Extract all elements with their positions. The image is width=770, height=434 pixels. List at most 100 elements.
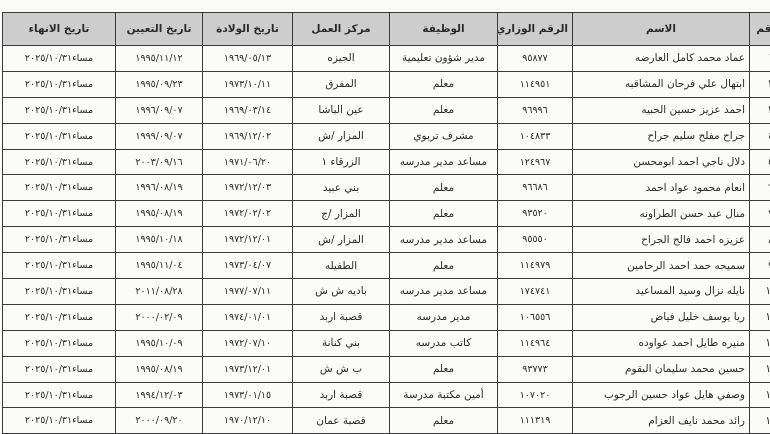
cell-ministry-number: ١١٤٩٥١ [498,71,573,97]
cell-appointment-date: ١٩٩٥/١٠/١٨ [116,227,203,253]
cell-appointment-date: ١٩٩٥/١٠/٠٩ [116,330,203,356]
header-job-title: الوظيفة [390,13,498,46]
cell-job-title: معلم [390,253,498,279]
cell-ministry-number: ١١٤٩٧٩ [498,253,573,279]
cell-job-title: مساعد مدير مدرسه [390,227,498,253]
cell-name: ابتهال علي فرحان المشاقبه [573,71,750,97]
cell-end-date: مساء٢٠٢٥/١٠/٣١ [3,408,116,434]
cell-row-number: ١٠ [750,279,770,305]
table-row: ٩سميحه حمد احمد الرحامين١١٤٩٧٩معلمالطفيل… [3,253,770,279]
cell-end-date: مساء٢٠٢٥/١٠/٣١ [3,175,116,201]
cell-end-date: مساء٢٠٢٥/١٠/٣١ [3,382,116,408]
cell-work-center: الطفيله [293,253,390,279]
cell-ministry-number: ٩٣٥٢٠ [498,201,573,227]
cell-work-center: قصبة اربد [293,382,390,408]
cell-job-title: معلم [390,356,498,382]
header-work-center: مركز العمل [293,13,390,46]
cell-work-center: المزار /ش [293,123,390,149]
cell-name: احمد عزيز حسين الحبيه [573,97,750,123]
cell-job-title: مساعد مدير مدرسه [390,279,498,305]
cell-appointment-date: ١٩٩٥/١١/٠٤ [116,253,203,279]
cell-birth-date: ١٩٦٩/٠٥/١٣ [203,46,293,72]
cell-name: دلال ناجي احمد ابومحسن [573,149,750,175]
cell-ministry-number: ٩٥٥٥٠ [498,227,573,253]
cell-end-date: مساء٢٠٢٥/١٠/٣١ [3,123,116,149]
cell-name: منال عبد حسن الطراونه [573,201,750,227]
header-end-date: تاريخ الانهاء [3,13,116,46]
cell-end-date: مساء٢٠٢٥/١٠/٣١ [3,227,116,253]
cell-ministry-number: ٩٥٨٧٧ [498,46,573,72]
cell-birth-date: ١٩٧٢/١٢/٠١ [203,227,293,253]
cell-name: رائد محمد نايف العزام [573,408,750,434]
cell-appointment-date: ١٩٩٥/٠٨/١٩ [116,201,203,227]
cell-appointment-date: ١٩٩٥/٠٨/١٩ [116,356,203,382]
cell-appointment-date: ١٩٩٤/١٢/٠٣ [116,382,203,408]
header-appointment-date: تاريخ التعيين [116,13,203,46]
cell-row-number: ١ [750,46,770,72]
cell-end-date: مساء٢٠٢٥/١٠/٣١ [3,253,116,279]
cell-name: عماد محمد كامل العارضه [573,46,750,72]
cell-name: نايله نزال وسيد المساعيد [573,279,750,305]
cell-appointment-date: ١٩٩٥/١١/١٢ [116,46,203,72]
cell-work-center: باديه ش ش [293,279,390,305]
cell-work-center: المزار /ش [293,227,390,253]
cell-name: وصفي هايل عواد حسين الرجوب [573,382,750,408]
cell-job-title: كاتب مدرسه [390,330,498,356]
cell-appointment-date: ١٩٩٦/٠٩/٠٧ [116,97,203,123]
header-ministry-number: الرقم الوزاري [498,13,573,46]
cell-name: جراح مفلح سليم جراح [573,123,750,149]
cell-row-number: ٨ [750,227,770,253]
cell-ministry-number: ١١٤٩٦٤ [498,330,573,356]
header-row-number: الرقم [750,13,770,46]
cell-work-center: قصبة عمان [293,408,390,434]
cell-birth-date: ١٩٧٢/٠٢/٠٢ [203,201,293,227]
cell-row-number: ٩ [750,253,770,279]
cell-row-number: ١٤ [750,382,770,408]
cell-appointment-date: ٢٠١١/٠٨/٢٨ [116,279,203,305]
cell-birth-date: ١٩٧٠/١٢/١٠ [203,408,293,434]
cell-row-number: ٥ [750,149,770,175]
cell-ministry-number: ٩٦٩٩٦ [498,97,573,123]
cell-end-date: مساء٢٠٢٥/١٠/٣١ [3,201,116,227]
cell-name: منيره طايل احمد عواوده [573,330,750,356]
cell-end-date: مساء٢٠٢٥/١٠/٣١ [3,330,116,356]
cell-appointment-date: ١٩٩٩/٠٩/٠٧ [116,123,203,149]
cell-birth-date: ١٩٧٢/١٢/٠٣ [203,175,293,201]
table-row: ٢ابتهال علي فرحان المشاقبه١١٤٩٥١معلمالمف… [3,71,770,97]
cell-end-date: مساء٢٠٢٥/١٠/٣١ [3,149,116,175]
cell-job-title: معلم [390,408,498,434]
cell-ministry-number: ١١١٣١٩ [498,408,573,434]
cell-name: حسين محمد سليمان البقوم [573,356,750,382]
cell-end-date: مساء٢٠٢٥/١٠/٣١ [3,356,116,382]
cell-row-number: ١٥ [750,408,770,434]
cell-ministry-number: ٩٦٦٨٦ [498,175,573,201]
cell-appointment-date: ٢٠٠٠/٠٢/٠٩ [116,304,203,330]
cell-end-date: مساء٢٠٢٥/١٠/٣١ [3,279,116,305]
cell-name: ريا يوسف خليل فياض [573,304,750,330]
cell-ministry-number: ٩٣٧٧٣ [498,356,573,382]
cell-ministry-number: ١٠٦٥٥٦ [498,304,573,330]
header-name: الاسم [573,13,750,46]
cell-birth-date: ١٩٦٩/١٢/٠٢ [203,123,293,149]
cell-row-number: ٧ [750,201,770,227]
cell-end-date: مساء٢٠٢٥/١٠/٣١ [3,304,116,330]
cell-row-number: ٣ [750,97,770,123]
cell-row-number: ١٢ [750,330,770,356]
cell-job-title: مشرف تربوي [390,123,498,149]
cell-birth-date: ١٩٧٣/٠٤/٠٧ [203,253,293,279]
cell-work-center: المفرق [293,71,390,97]
cell-work-center: بني كنانة [293,330,390,356]
cell-end-date: مساء٢٠٢٥/١٠/٣١ [3,46,116,72]
cell-birth-date: ١٩٦٩/٠٣/١٤ [203,97,293,123]
cell-ministry-number: ١٠٤٨٣٣ [498,123,573,149]
cell-birth-date: ١٩٧٣/١٢/٠١ [203,356,293,382]
